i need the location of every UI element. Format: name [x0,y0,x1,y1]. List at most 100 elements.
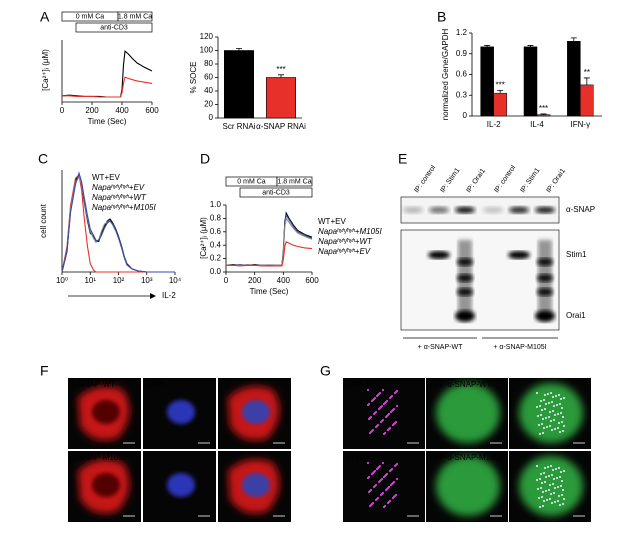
panel-letter: F [40,363,49,379]
series-line [61,50,153,98]
puncta [547,393,549,395]
puncta [553,492,555,494]
bar [480,46,494,117]
puncta [561,421,563,423]
error-bar [583,77,590,85]
puncta [545,476,547,478]
x-tick-label: 400 [115,106,129,115]
puncta [551,502,553,504]
puncta [545,490,547,492]
puncta [563,470,565,472]
cell [519,383,583,443]
puncta [546,499,548,501]
y-axis-label: % SOCE [189,61,198,93]
micrograph-content [366,461,399,509]
axis [225,205,312,273]
panel-letter: G [320,363,331,379]
puncta [541,423,543,425]
puncta [544,394,546,396]
x-tick-label: 600 [145,106,159,115]
puncta [375,394,379,398]
image-label: α-SNAP-WT [71,380,115,389]
puncta [544,467,546,469]
bar [493,92,507,117]
puncta [554,414,556,416]
group-label: + α-SNAP-WT [418,344,463,351]
puncta [536,479,538,481]
puncta [552,410,554,412]
puncta [547,466,549,468]
bar [265,77,296,119]
cell [436,456,500,516]
puncta [560,398,562,400]
band [483,206,503,214]
puncta [537,415,539,417]
y-tick-label: 1.0 [210,200,222,209]
micrograph-content [436,383,500,443]
band [535,206,555,214]
bar [567,41,581,117]
puncta [395,404,399,408]
protocol-box [117,11,153,22]
panel-letter: A [40,9,50,25]
puncta [366,403,370,407]
puncta [563,425,565,427]
puncta [559,504,561,506]
error-bar [570,37,577,42]
lane-label: IP: Orai1 [545,167,567,194]
protocol-box [276,176,313,187]
puncta [549,425,551,427]
micrograph-content [519,383,583,443]
puncta [560,471,562,473]
error-bar [236,48,242,51]
nucleus [167,400,195,424]
x-tick-label: IFN-γ [571,120,591,129]
y-tick-label: 0.6 [210,227,222,236]
y-axis-label: cell count [39,203,48,238]
puncta [542,491,544,493]
puncta [382,402,386,406]
x-tick-label: 10⁴ [169,276,182,285]
nucleus [242,473,270,497]
puncta [539,405,541,407]
legend-entry: WT+EV [92,173,120,182]
puncta [539,433,541,435]
error-bar [527,45,534,47]
y-tick-label: 0.0 [210,267,222,276]
puncta [374,498,378,502]
x-axis-label: Time (Sec) [88,117,127,126]
puncta [382,505,386,509]
puncta [384,488,388,492]
y-tick-label: 80 [204,59,213,68]
x-tick-label: 10³ [141,276,153,285]
puncta [366,461,370,465]
band [457,274,473,282]
lane-label: IP: Stim1 [439,167,461,194]
band [455,206,475,214]
puncta [374,425,378,429]
puncta [542,418,544,420]
puncta [389,410,393,414]
y-tick-label: 100 [200,46,214,55]
y-axis-label: normalized Gene/GAPDH [441,28,450,120]
protocol-label: 0 mM Ca [76,13,105,20]
puncta [550,493,552,495]
y-tick-label: 0 [463,111,468,120]
puncta [561,480,563,482]
puncta [552,469,554,471]
puncta [382,432,386,436]
puncta [551,429,553,431]
puncta [391,496,395,500]
puncta [548,475,550,477]
puncta [551,401,553,403]
puncta [539,506,541,508]
legend-entry: Napaʰʸʰ/ʰʸʰ+WT [92,193,147,202]
y-tick-label: 120 [200,32,214,41]
blot-bottom [400,229,560,331]
puncta [540,400,542,402]
puncta [558,467,560,469]
band [403,206,423,214]
axis [61,40,152,103]
protocol-label: anti-CD3 [262,189,290,196]
puncta [541,496,543,498]
